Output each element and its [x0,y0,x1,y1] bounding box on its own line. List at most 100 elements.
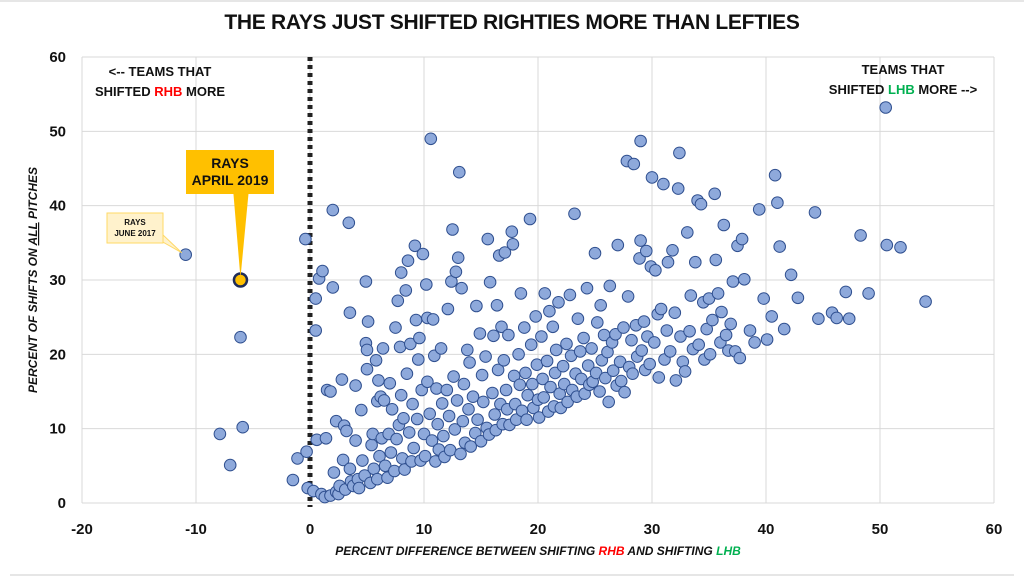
data-point [474,435,488,448]
data-point [404,337,417,351]
data-point [497,354,511,367]
data-point [394,266,408,279]
callout-box-june-2017 [106,212,164,244]
data-point [671,182,685,195]
data-point [461,343,474,357]
data-point [455,281,468,295]
data-point [609,328,622,341]
callout-label: APRIL 2019 [192,172,269,188]
data-point [678,365,692,378]
data-point [538,287,552,300]
data-point [481,232,495,246]
data-point [602,395,616,409]
data-point [733,351,747,365]
data-point [692,338,706,352]
data-point [355,403,368,417]
data-point [499,383,513,397]
data-point [625,333,638,347]
data-point [535,330,548,343]
y-axis-label-part: ALL [26,222,40,246]
callout-pointer [160,231,183,254]
annotation-left-line1: <-- TEAMS THAT [109,64,212,79]
data-point [594,299,608,312]
data-point [490,299,504,312]
data-point [326,203,340,217]
data-point [532,411,546,424]
data-point [416,247,430,261]
data-point [349,379,362,392]
data-point [673,146,686,160]
data-point [424,132,438,146]
data-point [523,212,537,226]
data-point [757,292,771,305]
data-point [342,216,356,230]
data-point [556,359,570,373]
data-point [738,273,751,286]
data-point [593,385,606,398]
data-point [771,196,784,209]
data-point [585,342,598,355]
data-point [634,234,647,247]
data-point [471,413,484,427]
data-point [640,244,653,258]
data-point [291,452,304,465]
data-point [441,302,455,316]
data-point [488,408,502,421]
data-point [352,481,366,495]
data-point [568,207,581,221]
data-point [410,412,424,426]
data-point [343,306,357,320]
callout-pointer [233,194,249,278]
data-point [854,229,867,242]
annotation-right-line1: TEAMS THAT [862,62,945,77]
data-point [495,320,508,334]
data-point [719,328,733,342]
x-tick-label: -10 [185,521,207,538]
data-point [717,218,731,232]
data-point [384,446,398,459]
data-point [359,275,373,288]
data-point [577,331,590,345]
data-point [394,388,408,402]
data-point [681,226,694,239]
data-point [425,434,439,447]
data-point [457,377,471,391]
data-point [768,168,782,182]
x-axis-label-part: RHB [599,544,625,558]
data-point [286,473,300,487]
data-point [316,264,329,278]
data-point [487,329,500,343]
data-point [724,317,738,331]
data-point [711,287,725,300]
data-point [391,294,405,308]
data-point [502,328,515,342]
data-point [449,265,463,279]
data-point [544,380,557,394]
x-axis-label-part: LHB [716,544,741,558]
data-point [319,432,333,445]
data-point [643,357,657,371]
annotation-right-pre: SHIFTED [829,82,888,97]
data-point [406,397,419,411]
data-point [430,382,443,395]
x-axis-label-part: PERCENT DIFFERENCE BETWEEN SHIFTING [335,544,598,558]
data-point [537,391,551,404]
data-point [383,377,397,390]
data-point [349,434,362,447]
data-point [513,378,527,392]
data-point [371,472,384,486]
data-point [483,275,497,289]
data-point [507,369,521,383]
data-point [326,281,340,294]
data-point [666,244,679,257]
data-point [506,238,520,251]
y-axis-label-part: PERCENT OF SHIFTS ON [26,245,40,393]
data-point [512,348,525,361]
data-point [417,427,431,441]
callout-label: RAYS [124,218,146,227]
data-point [521,388,535,402]
data-point [580,281,594,295]
data-point [398,463,411,476]
data-point [451,251,465,265]
